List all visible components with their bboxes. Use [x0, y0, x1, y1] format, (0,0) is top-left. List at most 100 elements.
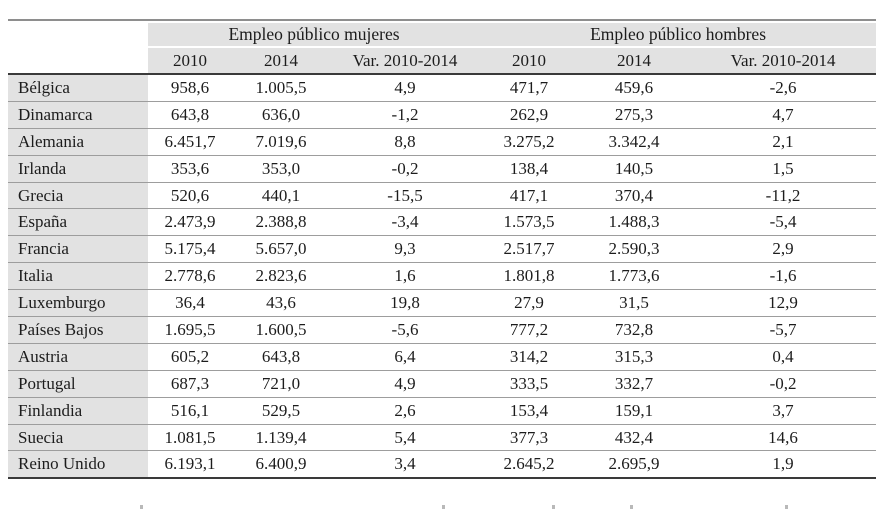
cell-value: 1,6	[330, 263, 481, 291]
cell-value: 3.342,4	[578, 129, 691, 156]
col-header-mujeres-var: Var. 2010-2014	[330, 48, 481, 75]
group-header-mujeres: Empleo público mujeres	[148, 21, 481, 48]
cell-value: 353,0	[232, 156, 330, 183]
cell-value: 1.573,5	[480, 209, 579, 237]
header-corner-cell	[8, 21, 148, 48]
cell-value: -15,5	[330, 183, 481, 210]
table-row: Alemania 6.451,7 7.019,6 8,8 3.275,2 3.3…	[8, 128, 877, 156]
cell-value: 417,1	[480, 183, 579, 210]
cell-value: 333,5	[480, 371, 579, 398]
cell-value: 6.193,1	[164, 454, 216, 474]
cell-value: 6.451,7	[148, 129, 232, 156]
table-row: España 2.473,9 2.388,8 -3,4 1.573,5 1.48…	[8, 209, 877, 237]
cell-value: 958,6	[148, 75, 232, 102]
cell-value: 2.517,7	[480, 236, 579, 264]
cell-value: -1,6	[690, 263, 877, 291]
cell-value: -2,6	[690, 75, 877, 102]
cell-value: 2,1	[690, 129, 877, 156]
col-header-hombres-2014: 2014	[578, 48, 691, 75]
cell-value: -0,2	[330, 156, 481, 183]
cell-value: 2.473,9	[148, 209, 232, 237]
header-subrow: 2010 2014 Var. 2010-2014 2010 2014 Var. …	[8, 48, 877, 75]
country-label: Países Bajos	[8, 317, 148, 344]
cell-value: -3,4	[330, 209, 481, 237]
cell-value: 2.590,3	[578, 236, 691, 264]
country-label: Finlandia	[8, 397, 148, 425]
cell-value: -5,4	[690, 209, 877, 237]
public-employment-table-wrap: Empleo público mujeres Empleo público ho…	[8, 19, 877, 480]
cell-value: 353,6	[148, 156, 232, 183]
cell-value: -5,6	[330, 317, 481, 344]
cell-value: 471,7	[480, 75, 579, 102]
cell-value: 636,0	[232, 102, 330, 129]
cell-value: 0,4	[690, 344, 877, 371]
country-label: Portugal	[8, 370, 148, 398]
cell-value: 4,9	[330, 371, 481, 398]
cell-value: 1.600,5	[232, 317, 330, 344]
cell-value: 1.773,6	[578, 263, 691, 291]
cell-value: 1.695,5	[148, 317, 232, 344]
cell-value: 31,5	[578, 290, 691, 318]
country-label: Alemania	[8, 128, 148, 156]
col-header-hombres-2010: 2010	[480, 48, 579, 75]
cell-value: 19,8	[330, 290, 481, 318]
col-header-hombres-var: Var. 2010-2014	[690, 48, 877, 75]
cell-value: -0,2	[690, 371, 877, 398]
table-row: Italia 2.778,6 2.823,6 1,6 1.801,8 1.773…	[8, 263, 877, 291]
cell-value: 732,8	[578, 317, 691, 344]
group-header-hombres: Empleo público hombres	[480, 21, 877, 48]
cell-value: 377,3	[480, 425, 579, 452]
table-row: Luxemburgo 36,4 43,6 19,8 27,9 31,5 12,9	[8, 290, 877, 318]
table-row: Suecia 1.081,5 1.139,4 5,4 377,3 432,4 1…	[8, 424, 877, 452]
cell-value: 721,0	[232, 371, 330, 398]
country-label: Luxemburgo	[8, 290, 148, 318]
table-row: Irlanda 353,6 353,0 -0,2 138,4 140,5 1,5	[8, 155, 877, 183]
country-label: Austria	[8, 343, 148, 371]
cell-value: 1.005,5	[232, 75, 330, 102]
cell-value: 2.388,8	[232, 209, 330, 237]
table-row: Dinamarca 643,8 636,0 -1,2 262,9 275,3 4…	[8, 101, 877, 129]
cell-value: 777,2	[480, 317, 579, 344]
cell-value: 27,9	[480, 290, 579, 318]
cell-value: 8,8	[330, 129, 481, 156]
cell-value: 5.657,0	[232, 236, 330, 264]
cell-value: 1.139,4	[232, 425, 330, 452]
cell-value: 520,6	[148, 183, 232, 210]
country-label: España	[8, 209, 148, 237]
cell-value: -11,2	[690, 183, 877, 210]
cell-value: 1.081,5	[148, 425, 232, 452]
header-group-row: Empleo público mujeres Empleo público ho…	[8, 21, 877, 48]
header-corner-cell	[8, 48, 148, 75]
table-row: Portugal 687,3 721,0 4,9 333,5 332,7 -0,…	[8, 370, 877, 398]
table-row: Finlandia 516,1 529,5 2,6 153,4 159,1 3,…	[8, 397, 877, 425]
cell-value: 3.275,2	[480, 129, 579, 156]
cell-value: 314,2	[480, 344, 579, 371]
country-label: Suecia	[8, 424, 148, 452]
cell-value: 2,6	[330, 398, 481, 425]
cell-value: 432,4	[578, 425, 691, 452]
cell-value: 1,9	[772, 454, 794, 474]
cell-value: 262,9	[480, 102, 579, 129]
public-employment-table: Empleo público mujeres Empleo público ho…	[8, 19, 877, 480]
cell-value: 2.823,6	[232, 263, 330, 291]
table-row: Reino Unido 6.193,1 6.400,9 3,4 2.645,2 …	[8, 451, 876, 478]
country-label: Grecia	[8, 182, 148, 210]
cell-value: 275,3	[578, 102, 691, 129]
table-row: Grecia 520,6 440,1 -15,5 417,1 370,4 -11…	[8, 182, 877, 210]
cell-value: 2.645,2	[503, 454, 555, 474]
cell-value: 1.801,8	[480, 263, 579, 291]
cell-value: 138,4	[480, 156, 579, 183]
col-header-mujeres-2014: 2014	[232, 48, 330, 75]
country-label: Reino Unido	[8, 451, 148, 478]
cell-value: 1.488,3	[578, 209, 691, 237]
cell-value: 687,3	[148, 371, 232, 398]
cell-value: 4,9	[330, 75, 481, 102]
cell-value: 3,4	[394, 454, 416, 474]
cell-value: 7.019,6	[232, 129, 330, 156]
table-row: Países Bajos 1.695,5 1.600,5 -5,6 777,2 …	[8, 317, 877, 344]
cell-value: 14,6	[690, 425, 877, 452]
cell-value: 3,7	[690, 398, 877, 425]
cell-value: 2.695,9	[608, 454, 660, 474]
cell-value: 370,4	[578, 183, 691, 210]
